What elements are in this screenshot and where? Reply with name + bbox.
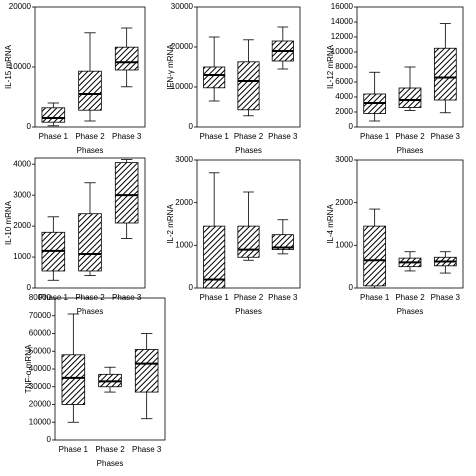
y-tick-label: 16000	[331, 2, 354, 11]
y-tick-label: 1000	[175, 240, 193, 249]
y-tick-label: 60000	[29, 329, 52, 338]
box	[41, 107, 66, 123]
x-tick-label: Phase 1	[39, 132, 69, 141]
box	[78, 70, 102, 111]
y-tick-label: 80000	[29, 293, 52, 302]
x-tick-label: Phase 3	[268, 132, 298, 141]
y-tick-label: 10000	[29, 417, 52, 426]
panel: 0 10000 20000 IL-15 mRNA Phases Phase 1 Phase …	[4, 2, 146, 155]
x-tick-label: Phase 2	[75, 132, 105, 141]
panel: 0 1000 2000 3000 IL-4 mRNA Phases Phase 1 Phase…	[326, 155, 464, 316]
plot-frame	[196, 159, 301, 289]
box	[398, 87, 422, 108]
x-axis-label: Phases	[397, 307, 424, 316]
y-axis-label: IL-2 mRNA	[166, 204, 175, 244]
x-axis-label: Phases	[77, 146, 104, 155]
y-tick-label: 8000	[335, 62, 353, 71]
x-tick-label: Phase 3	[268, 293, 298, 302]
y-tick-label: 0	[189, 122, 194, 131]
x-axis-label: Phases	[397, 146, 424, 155]
x-tick-label: Phase 2	[234, 293, 264, 302]
x-tick-label: Phase 1	[199, 132, 229, 141]
y-tick-label: 4000	[335, 92, 353, 101]
y-tick-label: 0	[27, 283, 32, 292]
x-tick-label: Phase 3	[112, 132, 142, 141]
y-tick-label: 70000	[29, 311, 52, 320]
y-axis-label: IL-10 mRNA	[4, 200, 13, 245]
y-axis-label: IFN-γ mRNA	[166, 44, 175, 90]
x-tick-label: Phase 3	[431, 293, 461, 302]
y-tick-label: 1000	[13, 252, 31, 261]
plot-frame	[356, 159, 464, 289]
box	[363, 225, 387, 287]
y-tick-label: 14000	[331, 17, 354, 26]
y-axis-label: TNF-α mRNA	[24, 344, 33, 393]
y-tick-label: 40000	[29, 364, 52, 373]
y-tick-label: 2000	[335, 198, 353, 207]
x-tick-label: Phase 1	[360, 293, 390, 302]
x-axis-label: Phases	[235, 146, 262, 155]
box	[433, 47, 457, 101]
y-tick-label: 20000	[9, 2, 32, 11]
box	[237, 61, 260, 111]
box	[134, 349, 159, 393]
x-tick-label: Phase 2	[234, 132, 264, 141]
y-axis-label: IL-12 mRNA	[326, 44, 335, 89]
y-tick-label: 2000	[335, 107, 353, 116]
panel: 0 10000 20000 30000 40000 50000 60000 70000 8000…	[24, 293, 166, 468]
box	[114, 162, 139, 224]
box	[78, 213, 102, 272]
y-tick-label: 1000	[335, 240, 353, 249]
y-tick-label: 10000	[9, 62, 32, 71]
y-tick-label: 12000	[331, 32, 354, 41]
y-tick-label: 10000	[171, 82, 194, 91]
x-tick-label: Phase 2	[95, 445, 125, 454]
box	[237, 225, 260, 258]
box	[203, 66, 226, 89]
x-tick-label: Phase 1	[59, 445, 89, 454]
y-tick-label: 0	[349, 122, 354, 131]
y-tick-label: 10000	[331, 47, 354, 56]
y-tick-label: 3000	[175, 155, 193, 164]
x-tick-label: Phase 1	[199, 293, 229, 302]
y-tick-label: 50000	[29, 346, 52, 355]
panel: 0 10000 20000 30000 IFN-γ mRNA Phases Phase 1 P…	[166, 2, 301, 155]
y-tick-label: 30000	[29, 382, 52, 391]
x-tick-label: Phase 3	[132, 445, 162, 454]
x-tick-label: Phase 2	[395, 293, 425, 302]
plot-frame	[196, 6, 301, 128]
box	[114, 46, 139, 71]
panel: 0 1000 2000 3000 IL-2 mRNA Phases Phase 1 Phase…	[166, 155, 301, 316]
box	[203, 225, 226, 289]
y-tick-label: 30000	[171, 2, 194, 11]
x-axis-label: Phases	[77, 307, 104, 316]
y-tick-label: 20000	[171, 42, 194, 51]
box	[61, 354, 86, 405]
x-tick-label: Phase 1	[360, 132, 390, 141]
x-axis-label: Phases	[235, 307, 262, 316]
x-tick-label: Phase 2	[395, 132, 425, 141]
y-tick-label: 2000	[175, 198, 193, 207]
panel: 0 2000 4000 6000 8000 10000 12000 14000 16000 IL-…	[326, 2, 464, 155]
box	[271, 234, 294, 251]
y-tick-label: 2000	[13, 221, 31, 230]
x-axis-label: Phases	[97, 459, 124, 468]
y-tick-label: 0	[27, 122, 32, 131]
y-axis-label: IL-15 mRNA	[4, 44, 13, 89]
y-tick-label: 0	[47, 435, 52, 444]
y-tick-label: 0	[349, 283, 354, 292]
y-tick-label: 6000	[335, 77, 353, 86]
y-tick-label: 3000	[335, 155, 353, 164]
plot-frame	[34, 157, 146, 289]
y-tick-label: 0	[189, 283, 194, 292]
y-axis-label: IL-4 mRNA	[326, 204, 335, 244]
y-tick-label: 20000	[29, 400, 52, 409]
x-tick-label: Phase 3	[431, 132, 461, 141]
y-tick-label: 4000	[13, 159, 31, 168]
y-tick-label: 3000	[13, 190, 31, 199]
